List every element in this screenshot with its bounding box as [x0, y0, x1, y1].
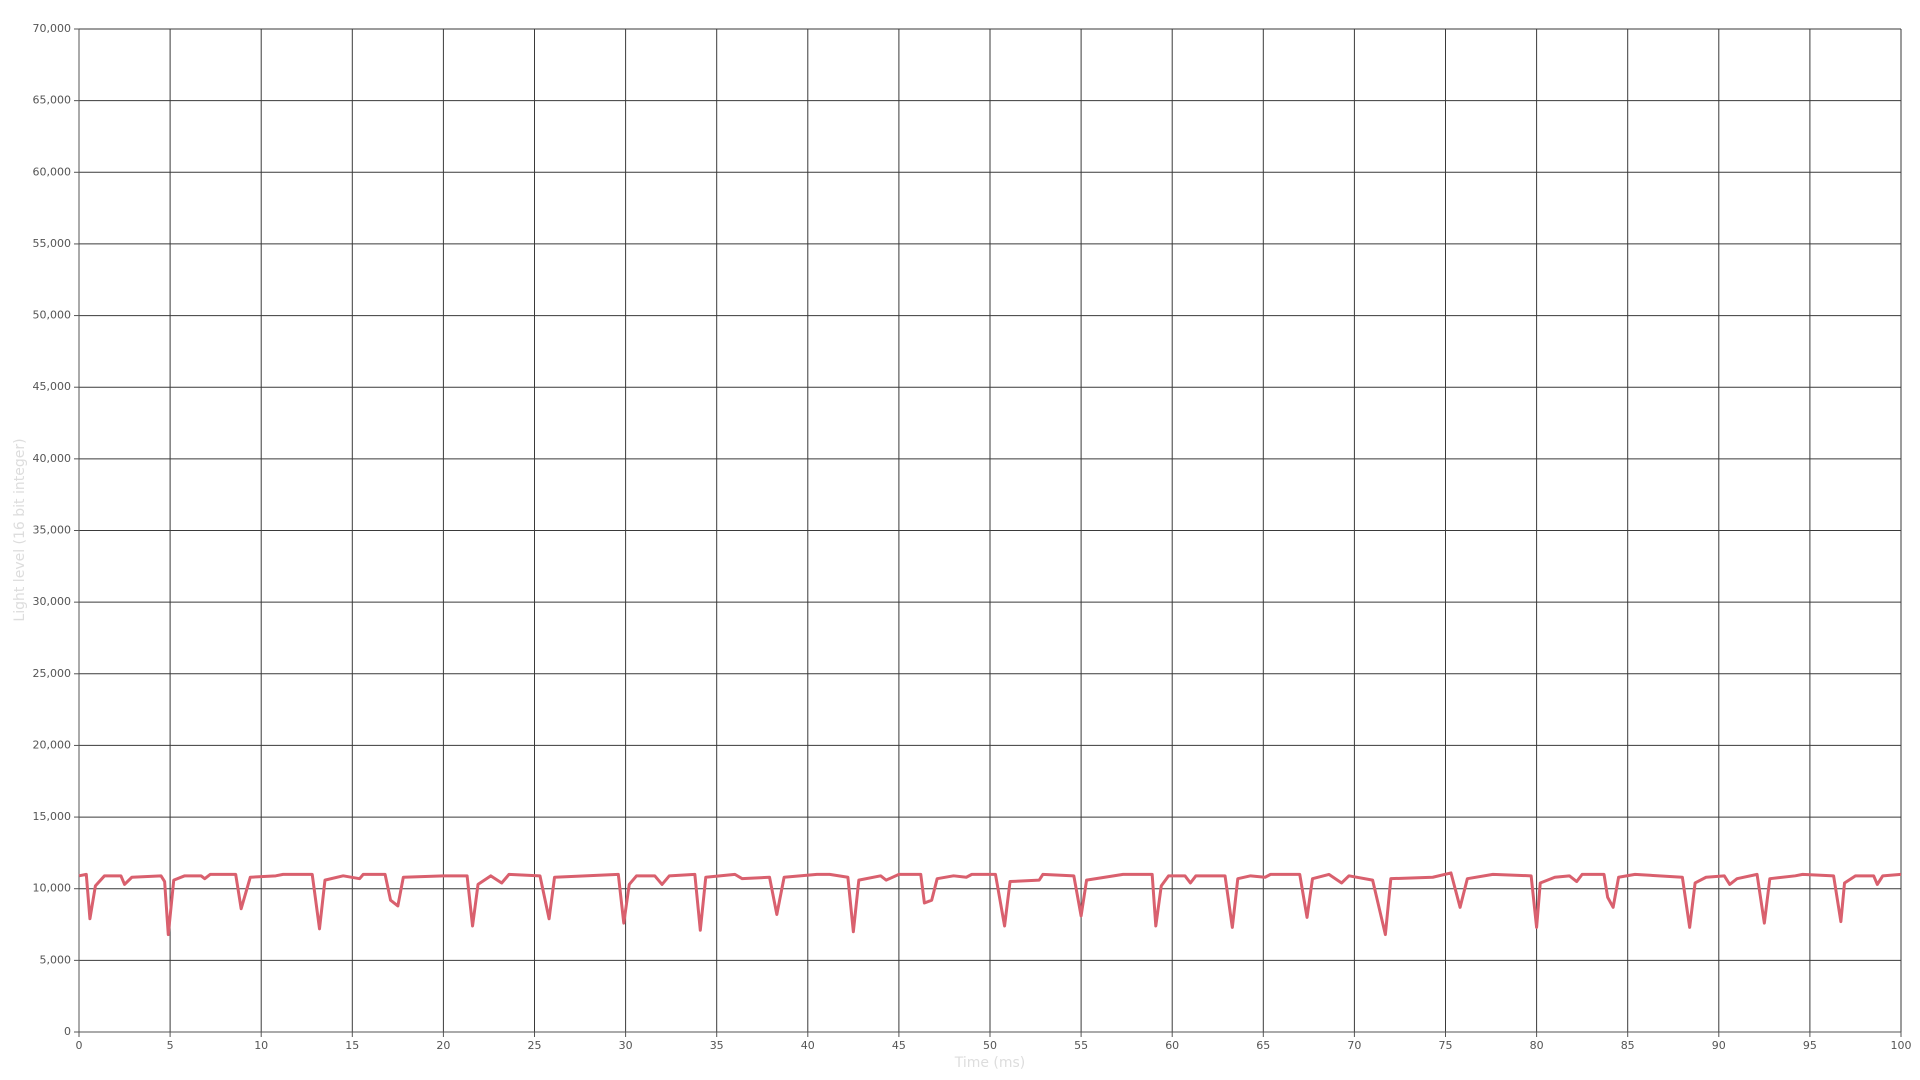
x-tick-label: 35	[710, 1039, 724, 1052]
x-tick-label: 10	[254, 1039, 268, 1052]
x-tick-label: 50	[983, 1039, 997, 1052]
y-tick-label: 35,000	[33, 524, 72, 537]
x-tick-label: 20	[436, 1039, 450, 1052]
x-tick-label: 70	[1347, 1039, 1361, 1052]
y-tick-label: 5,000	[40, 953, 72, 966]
x-tick-label: 90	[1712, 1039, 1726, 1052]
y-tick-label: 40,000	[33, 452, 72, 465]
x-tick-label: 85	[1621, 1039, 1635, 1052]
y-tick-label: 0	[64, 1025, 71, 1038]
y-tick-label: 30,000	[33, 595, 72, 608]
x-axis-title: Time (ms)	[954, 1055, 1026, 1071]
y-tick-label: 65,000	[33, 94, 72, 107]
y-tick-label: 50,000	[33, 309, 72, 322]
x-tick-label: 15	[345, 1039, 359, 1052]
x-tick-label: 25	[528, 1039, 542, 1052]
x-tick-label: 40	[801, 1039, 815, 1052]
y-tick-label: 20,000	[33, 738, 72, 751]
y-tick-label: 60,000	[33, 165, 72, 178]
data-line	[78, 871, 1902, 937]
x-tick-label: 30	[619, 1039, 633, 1052]
x-tick-label: 0	[76, 1039, 83, 1052]
x-tick-label: 80	[1530, 1039, 1544, 1052]
y-tick-label: 55,000	[33, 237, 72, 250]
y-tick-label: 70,000	[33, 22, 72, 35]
x-tick-label: 100	[1891, 1039, 1912, 1052]
y-axis-title: Light level (16 bit integer)	[12, 438, 28, 621]
y-tick-label: 15,000	[33, 810, 72, 823]
y-tick-label: 25,000	[33, 667, 72, 680]
x-tick-label: 65	[1256, 1039, 1270, 1052]
x-tick-label: 5	[167, 1039, 174, 1052]
x-tick-label: 95	[1803, 1039, 1817, 1052]
y-tick-label: 45,000	[33, 380, 72, 393]
x-tick-label: 60	[1165, 1039, 1179, 1052]
y-tick-label: 10,000	[33, 882, 72, 895]
x-tick-label: 75	[1439, 1039, 1453, 1052]
x-tick-label: 45	[892, 1039, 906, 1052]
x-tick-label: 55	[1074, 1039, 1088, 1052]
